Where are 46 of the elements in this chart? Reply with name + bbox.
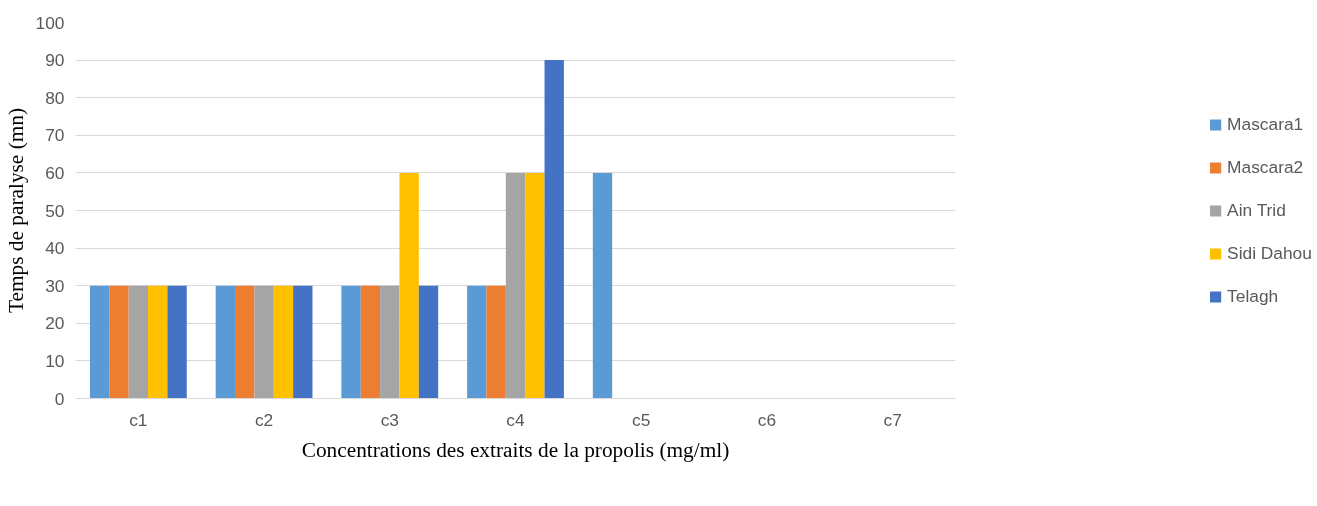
x-tick-label: c3: [380, 409, 399, 430]
bar: [544, 60, 564, 399]
y-tick-label: 0: [54, 388, 65, 409]
y-tick-label: 70: [45, 125, 65, 146]
bar: [235, 285, 255, 399]
x-tick-label: c6: [757, 409, 777, 430]
y-tick-label: 40: [45, 238, 65, 259]
bar: [128, 285, 149, 399]
bar: [273, 285, 294, 399]
x-tick-label: c2: [254, 409, 274, 430]
x-tick-label: c4: [506, 409, 526, 430]
bar: [254, 285, 274, 399]
bar: [89, 285, 110, 399]
x-tick-label: c7: [883, 409, 902, 430]
bar: [418, 285, 439, 399]
y-tick-label: 30: [45, 275, 65, 296]
bar: [148, 285, 168, 399]
bar: [109, 285, 129, 399]
y-tick-label: 60: [45, 162, 65, 183]
bar: [380, 285, 400, 399]
y-tick-label: 50: [45, 200, 65, 221]
bar: [467, 285, 487, 399]
legend-label: Ain Trid: [1227, 199, 1286, 221]
bar: [167, 285, 187, 399]
x-axis-title: Concentrations des extraits de la propolis (mg/ml): [301, 437, 730, 462]
bar: [341, 285, 361, 399]
x-tick-label: c5: [632, 409, 651, 430]
x-tick-label: c1: [129, 409, 148, 430]
legend-label: Mascara1: [1227, 113, 1304, 135]
legend-label: Telagh: [1227, 285, 1279, 307]
legend-label: Sidi Dahou: [1227, 242, 1312, 264]
y-tick-label: 100: [35, 12, 65, 33]
bar: [399, 172, 419, 399]
bar: [592, 172, 613, 399]
y-tick-label: 10: [45, 350, 65, 371]
y-tick-label: 20: [45, 313, 65, 334]
y-tick-label: 90: [45, 50, 65, 71]
bar: [215, 285, 236, 399]
bar: [486, 285, 506, 399]
y-tick-label: 80: [45, 87, 65, 108]
bar: [293, 285, 313, 399]
y-axis-title: Temps de paralyse (mn): [3, 107, 28, 314]
bar: [525, 172, 545, 399]
bar: [505, 172, 526, 399]
bar: [360, 285, 381, 399]
legend-label: Mascara2: [1227, 156, 1304, 178]
